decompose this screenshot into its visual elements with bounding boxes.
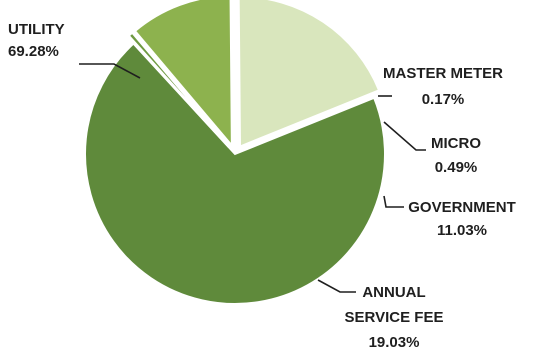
data-label-utility: UTILITY 69.28% — [8, 21, 65, 60]
leader-line-micro — [383, 121, 426, 151]
pie-slice-annual-service-fee — [237, 0, 381, 148]
leader-line-annual-service-fee — [317, 279, 356, 293]
leader-line-utility — [79, 63, 141, 79]
pie-slice-micro — [127, 31, 230, 148]
data-label-annual-service-fee: ANNUAL SERVICE FEE 19.03% — [345, 284, 444, 351]
data-label-micro: MICRO 0.49% — [431, 135, 481, 176]
pie-slice-utility — [84, 42, 386, 305]
pie-slice-government — [133, 0, 233, 149]
data-label-master-meter: MASTER METER 0.17% — [383, 65, 503, 108]
data-label-government: GOVERNMENT 11.03% — [408, 199, 516, 239]
leader-line-government — [383, 195, 404, 208]
